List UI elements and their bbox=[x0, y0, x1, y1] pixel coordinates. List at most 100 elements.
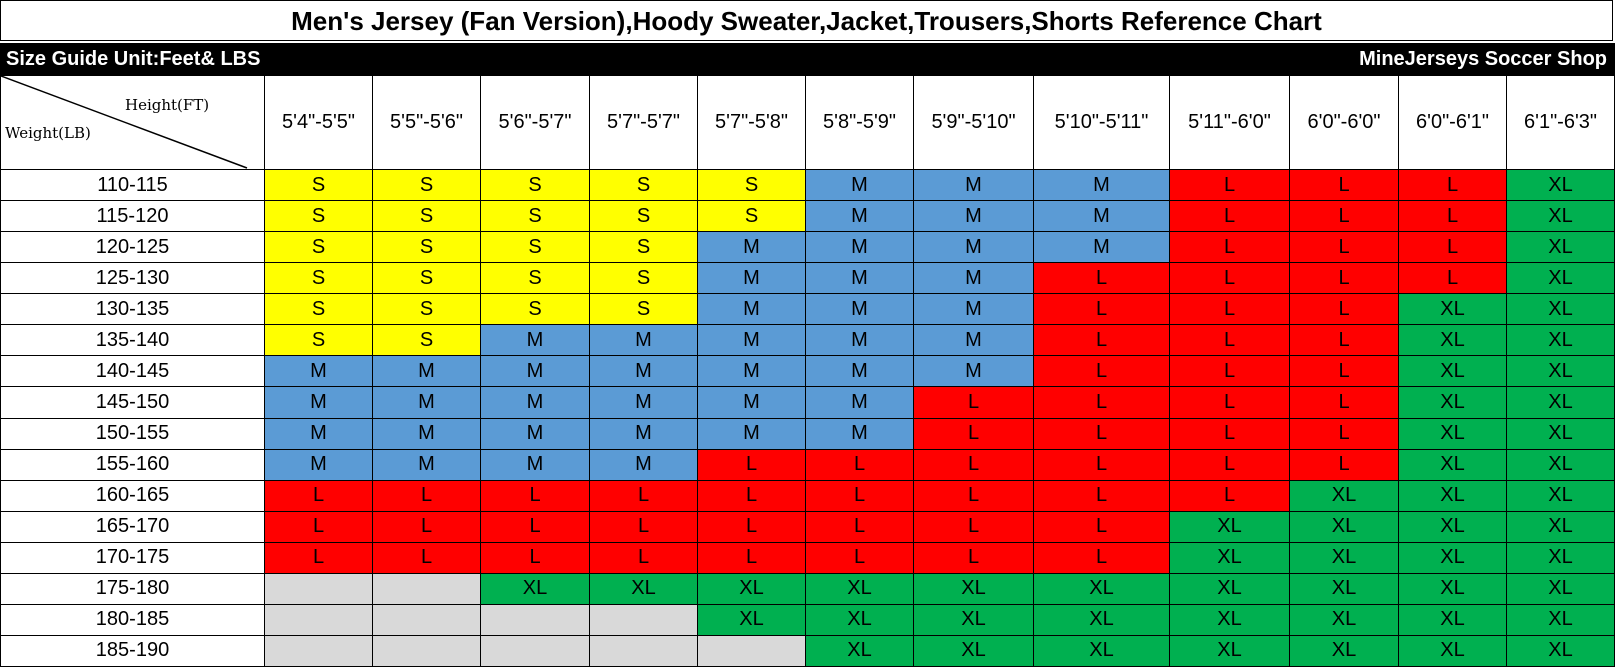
size-cell: L bbox=[806, 542, 914, 574]
size-cell: M bbox=[1034, 232, 1170, 264]
size-cell: S bbox=[265, 294, 373, 326]
size-cell: L bbox=[1170, 387, 1290, 419]
size-cell: L bbox=[1290, 294, 1399, 326]
size-cell: L bbox=[590, 542, 698, 574]
size-cell: M bbox=[481, 449, 590, 481]
size-cell: S bbox=[373, 170, 481, 202]
size-cell: XL bbox=[1170, 511, 1290, 543]
size-cell: XL bbox=[1507, 418, 1615, 450]
chart-title: Men's Jersey (Fan Version),Hoody Sweater… bbox=[0, 0, 1613, 41]
weight-label: 130-135 bbox=[0, 294, 265, 326]
size-cell: L bbox=[1399, 263, 1507, 295]
size-cell: XL bbox=[1507, 294, 1615, 326]
size-cell: M bbox=[806, 232, 914, 264]
size-cell: XL bbox=[1507, 635, 1615, 667]
size-cell: L bbox=[806, 449, 914, 481]
size-cell: L bbox=[698, 511, 806, 543]
size-cell: M bbox=[806, 263, 914, 295]
weight-label: 175-180 bbox=[0, 573, 265, 605]
size-cell: L bbox=[1170, 263, 1290, 295]
size-cell: L bbox=[481, 542, 590, 574]
size-cell: XL bbox=[1399, 635, 1507, 667]
unit-label: Size Guide Unit:Feet& LBS bbox=[6, 48, 261, 70]
size-cell: XL bbox=[1034, 573, 1170, 605]
height-header: 5'6"-5'7" bbox=[481, 76, 590, 170]
size-cell: M bbox=[590, 449, 698, 481]
size-cell: L bbox=[698, 449, 806, 481]
size-cell: L bbox=[1290, 232, 1399, 264]
size-cell: XL bbox=[1399, 542, 1507, 574]
weight-label: 135-140 bbox=[0, 325, 265, 357]
size-cell: S bbox=[481, 294, 590, 326]
size-cell: S bbox=[590, 170, 698, 202]
size-cell: L bbox=[265, 511, 373, 543]
size-cell: L bbox=[1290, 356, 1399, 388]
size-cell: XL bbox=[1507, 232, 1615, 264]
height-header: 5'8"-5'9" bbox=[806, 76, 914, 170]
size-cell: L bbox=[1290, 170, 1399, 202]
empty-cell bbox=[265, 573, 373, 605]
weight-label: 165-170 bbox=[0, 511, 265, 543]
size-cell: M bbox=[590, 356, 698, 388]
empty-cell bbox=[698, 635, 806, 667]
weight-label: 160-165 bbox=[0, 480, 265, 512]
size-cell: XL bbox=[1034, 604, 1170, 636]
size-cell: S bbox=[590, 232, 698, 264]
size-cell: L bbox=[373, 542, 481, 574]
size-cell: L bbox=[1399, 201, 1507, 233]
size-cell: L bbox=[1170, 449, 1290, 481]
size-cell: S bbox=[265, 232, 373, 264]
height-header: 5'4"-5'5" bbox=[265, 76, 373, 170]
size-cell: L bbox=[914, 418, 1034, 450]
size-cell: M bbox=[1034, 170, 1170, 202]
size-cell: L bbox=[1170, 356, 1290, 388]
weight-label: 180-185 bbox=[0, 604, 265, 636]
shop-name: MineJerseys Soccer Shop bbox=[1359, 48, 1607, 70]
empty-cell bbox=[590, 635, 698, 667]
size-cell: S bbox=[373, 201, 481, 233]
size-cell: XL bbox=[1170, 573, 1290, 605]
size-cell: L bbox=[1034, 511, 1170, 543]
size-cell: XL bbox=[1399, 387, 1507, 419]
size-cell: M bbox=[1034, 201, 1170, 233]
size-cell: XL bbox=[806, 573, 914, 605]
size-cell: XL bbox=[1170, 542, 1290, 574]
size-cell: XL bbox=[1399, 418, 1507, 450]
size-cell: L bbox=[1034, 387, 1170, 419]
size-cell: XL bbox=[481, 573, 590, 605]
size-cell: XL bbox=[1507, 170, 1615, 202]
size-cell: M bbox=[806, 325, 914, 357]
size-cell: L bbox=[1034, 325, 1170, 357]
size-cell: M bbox=[698, 294, 806, 326]
size-cell: L bbox=[1170, 201, 1290, 233]
size-cell: M bbox=[914, 356, 1034, 388]
size-cell: M bbox=[806, 170, 914, 202]
size-cell: L bbox=[373, 480, 481, 512]
size-cell: L bbox=[1034, 418, 1170, 450]
size-cell: L bbox=[698, 542, 806, 574]
size-cell: XL bbox=[698, 604, 806, 636]
size-cell: L bbox=[1034, 356, 1170, 388]
size-cell: M bbox=[590, 418, 698, 450]
size-cell: M bbox=[265, 449, 373, 481]
empty-cell bbox=[265, 604, 373, 636]
size-cell: L bbox=[265, 542, 373, 574]
size-cell: L bbox=[914, 480, 1034, 512]
size-cell: M bbox=[481, 418, 590, 450]
size-cell: M bbox=[590, 387, 698, 419]
size-cell: M bbox=[698, 325, 806, 357]
height-header: 5'9"-5'10" bbox=[914, 76, 1034, 170]
size-cell: M bbox=[914, 201, 1034, 233]
size-cell: XL bbox=[1507, 387, 1615, 419]
size-cell: S bbox=[373, 294, 481, 326]
size-cell: XL bbox=[1399, 480, 1507, 512]
size-cell: S bbox=[265, 170, 373, 202]
size-cell: M bbox=[914, 170, 1034, 202]
size-cell: XL bbox=[590, 573, 698, 605]
weight-label: 170-175 bbox=[0, 542, 265, 574]
weight-label: 150-155 bbox=[0, 418, 265, 450]
size-cell: M bbox=[373, 356, 481, 388]
size-cell: XL bbox=[1399, 294, 1507, 326]
info-band: Size Guide Unit:Feet& LBS MineJerseys So… bbox=[0, 43, 1615, 76]
size-cell: XL bbox=[1399, 604, 1507, 636]
